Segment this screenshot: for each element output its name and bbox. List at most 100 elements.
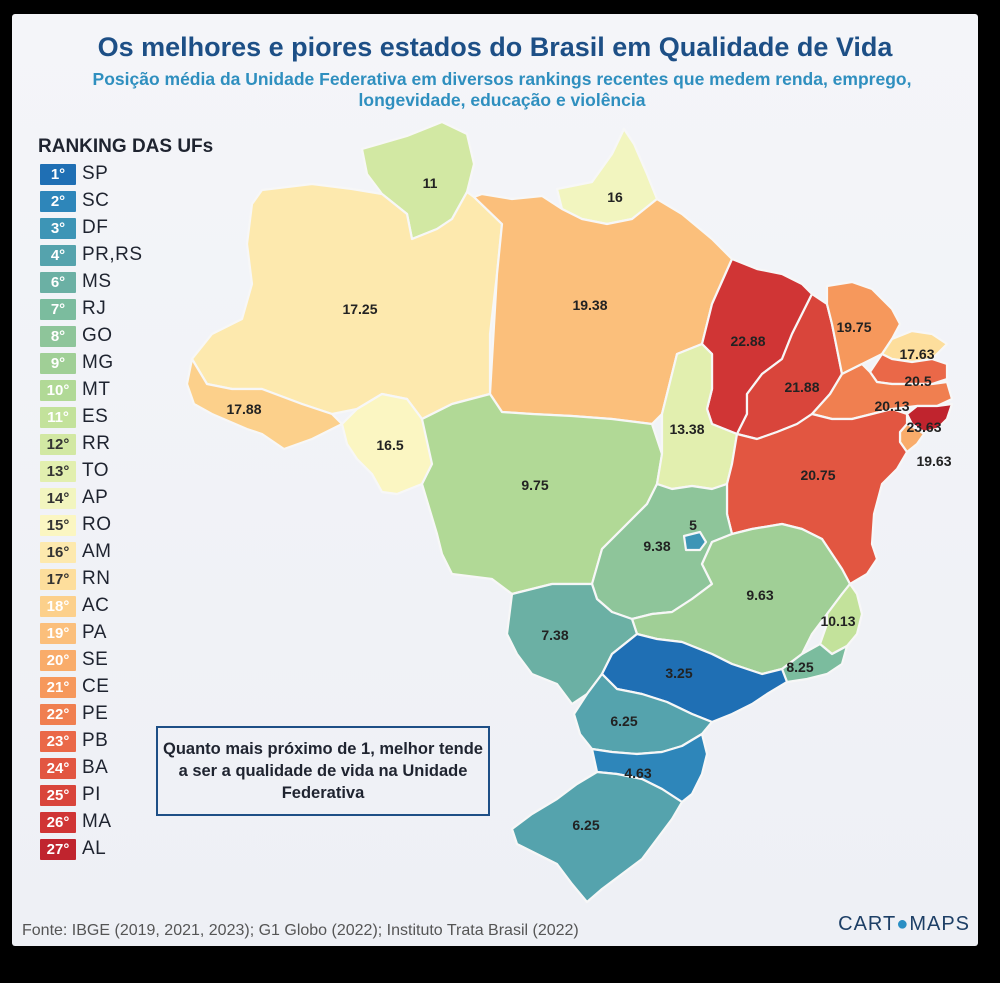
- legend-rank-badge: 19°: [40, 622, 76, 644]
- legend-rank-badge: 15°: [40, 514, 76, 536]
- legend-uf-label: RR: [82, 433, 111, 454]
- legend-rank-badge: 17°: [40, 568, 76, 590]
- legend-uf-label: AP: [82, 487, 109, 508]
- legend-rank-badge: 4°: [40, 244, 76, 266]
- legend-rank-badge: 16°: [40, 541, 76, 563]
- legend-rank-badge: 23°: [40, 730, 76, 752]
- legend-uf-label: RN: [82, 568, 111, 589]
- globe-icon: ●: [896, 913, 910, 935]
- legend-rank-badge: 1°: [40, 163, 76, 185]
- legend-rank-badge: 20°: [40, 649, 76, 671]
- legend-uf-label: MG: [82, 352, 114, 373]
- legend-uf-label: RJ: [82, 298, 107, 319]
- state-value-sp: 3.25: [665, 665, 692, 681]
- state-value-to: 13.38: [669, 421, 704, 437]
- legend-uf-label: PA: [82, 622, 107, 643]
- legend-uf-label: CE: [82, 676, 110, 697]
- legend-uf-label: SC: [82, 190, 110, 211]
- state-value-se: 19.63: [916, 453, 951, 469]
- state-ac: [185, 357, 344, 451]
- state-value-ac: 17.88: [226, 401, 261, 417]
- page-title: Os melhores e piores estados do Brasil e…: [97, 32, 893, 62]
- legend-rank-badge: 2°: [40, 190, 76, 212]
- legend-item: 8° GO: [40, 324, 113, 348]
- legend-uf-label: MA: [82, 811, 112, 832]
- legend-item: 24° BA: [40, 756, 108, 780]
- legend-item: 23° PB: [40, 729, 108, 753]
- state-value-rj: 8.25: [786, 659, 813, 675]
- legend-rank-badge: 12°: [40, 433, 76, 455]
- legend-rank-badge: 9°: [40, 352, 76, 374]
- legend-item: 12° RR: [40, 432, 110, 456]
- legend-uf-label: SE: [82, 649, 109, 670]
- state-value-pe: 20.13: [874, 398, 909, 414]
- legend-item: 14° AP: [40, 486, 108, 510]
- legend-uf-label: RO: [82, 514, 112, 535]
- legend-rank-badge: 22°: [40, 703, 76, 725]
- legend-item: 3° DF: [40, 216, 108, 240]
- legend-rank-badge: 10°: [40, 379, 76, 401]
- state-value-al: 23.63: [906, 419, 941, 435]
- state-value-ce: 19.75: [836, 319, 871, 335]
- legend-uf-label: BA: [82, 757, 109, 778]
- legend-uf-label: AM: [82, 541, 112, 562]
- state-value-rs: 6.25: [572, 817, 599, 833]
- legend-item: 20° SE: [40, 648, 108, 672]
- state-value-rn: 17.63: [899, 346, 934, 362]
- legend-item: 2° SC: [40, 189, 109, 213]
- state-value-mt: 9.75: [521, 477, 548, 493]
- page-subtitle: Posição média da Unidade Federativa em d…: [92, 69, 912, 110]
- legend-item: 27° AL: [40, 837, 106, 861]
- legend-rank-badge: 11°: [40, 406, 76, 428]
- legend-item: 4° PR,RS: [40, 243, 143, 267]
- legend-rank-badge: 25°: [40, 784, 76, 806]
- legend-item: 11° ES: [40, 405, 108, 429]
- legend-rank-badge: 18°: [40, 595, 76, 617]
- legend-uf-label: SP: [82, 163, 109, 184]
- legend-rank-badge: 26°: [40, 811, 76, 833]
- state-value-pb: 20.5: [904, 373, 931, 389]
- legend-rank-badge: 24°: [40, 757, 76, 779]
- legend-rank-badge: 3°: [40, 217, 76, 239]
- legend-item: 25° PI: [40, 783, 101, 807]
- legend-uf-label: PB: [82, 730, 109, 751]
- state-df: [682, 530, 708, 552]
- legend-rank-badge: 14°: [40, 487, 76, 509]
- state-value-sc: 4.63: [624, 765, 651, 781]
- legend-item: 10° MT: [40, 378, 110, 402]
- state-value-rr: 11: [423, 175, 438, 191]
- legend-uf-label: PI: [82, 784, 101, 805]
- state-value-mg: 9.63: [746, 587, 773, 603]
- legend-item: 15° RO: [40, 513, 112, 537]
- legend-rank-badge: 7°: [40, 298, 76, 320]
- legend-uf-label: GO: [82, 325, 113, 346]
- legend-uf-label: DF: [82, 217, 109, 238]
- state-rs: [510, 770, 684, 904]
- legend-rank-badge: 6°: [40, 271, 76, 293]
- state-value-es: 10.13: [820, 613, 855, 629]
- state-rj: [780, 642, 849, 684]
- brazil-map: 11 16 17.25 17.88 16.5 19.38 9.75 22.88 21.88 19.…: [185, 120, 954, 904]
- state-value-go: 9.38: [643, 538, 670, 554]
- source-credit: Fonte: IBGE (2019, 2021, 2023); G1 Globo…: [22, 922, 579, 939]
- state-value-ap: 16: [607, 189, 623, 205]
- infographic-frame: Os melhores e piores estados do Brasil e…: [12, 14, 978, 946]
- legend-item: 6° MS: [40, 270, 112, 294]
- legend-uf-label: PR,RS: [82, 244, 143, 265]
- legend-uf-label: ES: [82, 406, 109, 427]
- cartomaps-logo: CART●MAPS: [838, 913, 970, 935]
- legend-item: 26° MA: [40, 810, 112, 834]
- state-al: [905, 402, 954, 434]
- legend-item: 22° PE: [40, 702, 108, 726]
- legend-uf-label: PE: [82, 703, 109, 724]
- legend-rank-badge: 21°: [40, 676, 76, 698]
- legend-item: 21° CE: [40, 675, 109, 699]
- legend-item: 7° RJ: [40, 297, 106, 321]
- legend-rank-badge: 8°: [40, 325, 76, 347]
- state-value-ro: 16.5: [376, 437, 403, 453]
- legend-uf-label: MT: [82, 379, 111, 400]
- legend-uf-label: AC: [82, 595, 110, 616]
- legend-item: 17° RN: [40, 567, 110, 591]
- legend-item: 13° TO: [40, 459, 109, 483]
- state-value-am: 17.25: [342, 301, 377, 317]
